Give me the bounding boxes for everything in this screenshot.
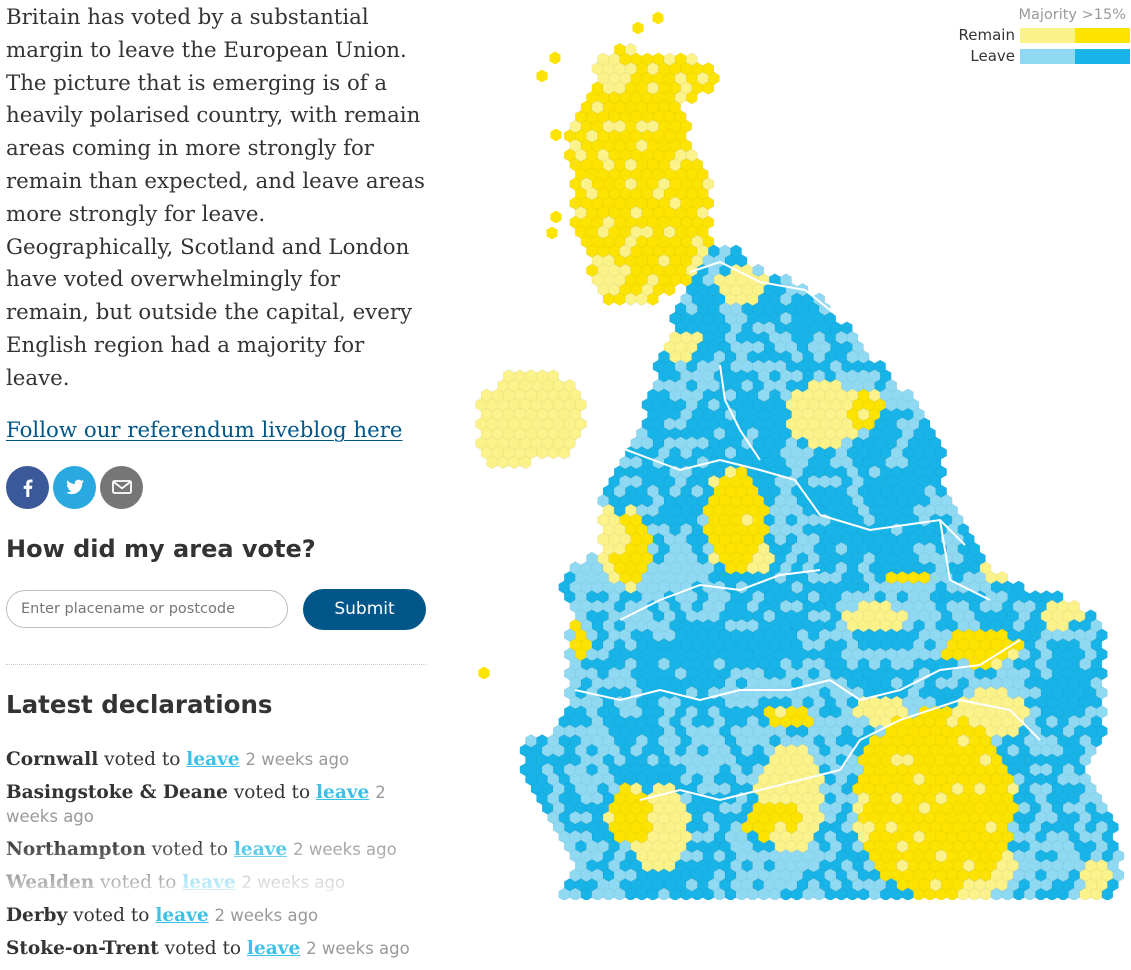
legend-swatch-remain-strong [1075,27,1130,43]
legend-caption: Majority >15% [1018,7,1126,23]
declaration-verb: voted to [73,905,150,927]
declaration-item: Basingstoke & Deane voted to leave 2 wee… [6,781,416,830]
legend-row-remain: Remain [930,26,1130,44]
hex-cells-group [525,244,1125,900]
island-hex [550,210,562,224]
region-border [939,519,991,601]
declaration-result-link[interactable]: leave [233,839,288,861]
legend-row-leave: Leave [930,47,1130,65]
hex-map [475,11,1125,900]
region-border [839,698,1041,771]
region-border [619,569,821,621]
region-border [639,769,841,802]
region-border [794,479,966,546]
island-hex [632,21,644,35]
legend-swatch-leave [1020,48,1130,64]
divider [6,663,426,665]
declaration-result-link[interactable]: leave [186,748,240,770]
island-hex [550,128,562,142]
email-icon [111,480,132,494]
legend-label-leave: Leave [970,47,1015,65]
legend-swatch-leave-light [1020,48,1075,64]
legend-swatch-remain-light [1020,27,1075,43]
declaration-verb: voted to [100,872,177,894]
article-column: Britain has voted by a substantial margi… [6,0,428,970]
declaration-verb: voted to [164,938,242,960]
declaration-result-link[interactable]: leave [155,905,209,927]
island-hex [478,666,490,680]
region-border [574,679,831,702]
lookup-form: Submit [6,588,428,630]
declaration-area: Wealden [6,872,95,894]
region-border [599,439,796,481]
declaration-time: 2 weeks ago [306,939,410,959]
declaration-area: Northampton [6,839,146,861]
island-hex [536,69,548,83]
island-hex [652,11,664,25]
declaration-area: Stoke-on-Trent [6,938,159,960]
share-buttons [6,465,428,509]
declaration-item: Cornwall voted to leave 2 weeks ago [6,748,416,773]
declaration-item: Stoke-on-Trent voted to leave 2 weeks ag… [6,937,416,962]
legend-swatch-remain [1020,27,1130,43]
lookup-title: How did my area vote? [6,534,316,563]
declaration-result-link[interactable]: leave [246,938,301,960]
declaration-item: Derby voted to leave 2 weeks ago [6,904,416,929]
intro-text: Britain has voted by a substantial margi… [6,5,425,391]
declaration-item: Northampton voted to leave 2 weeks ago [6,838,416,863]
declaration-result-link[interactable]: leave [316,781,370,803]
declaration-time: 2 weeks ago [293,840,397,860]
email-share-button[interactable] [100,465,143,509]
liveblog-link[interactable]: Follow our referendum liveblog here [6,417,403,443]
facebook-icon [23,479,32,498]
declaration-time: 2 weeks ago [214,906,319,926]
declaration-time: 2 weeks ago [6,782,386,827]
twitter-share-button[interactable] [53,465,96,509]
legend-label-remain: Remain [958,26,1015,44]
declaration-time: 2 weeks ago [245,749,350,769]
region-border [829,639,1021,702]
declaration-area: Cornwall [6,748,99,770]
declaration-time: 2 weeks ago [241,873,346,893]
declaration-result-link[interactable]: leave [182,872,236,894]
hex-map-cells [475,42,1125,900]
legend: Majority >15% Remain Leave [930,7,1130,65]
region-border [689,260,841,319]
postcode-search-input[interactable] [6,590,288,629]
declaration-verb: voted to [233,781,311,803]
island-hex [546,226,558,240]
declaration-area: Basingstoke & Deane [6,781,228,803]
declaration-item: Wealden voted to leave 2 weeks ago [6,871,416,896]
submit-button[interactable]: Submit [303,588,426,630]
declarations-list: Cornwall voted to leave 2 weeks ago Basin… [6,748,428,962]
declaration-area: Derby [6,905,68,927]
region-border [719,364,761,461]
declarations-title: Latest declarations [6,689,273,719]
twitter-icon [65,479,84,495]
island-hex [549,51,561,65]
declaration-verb: voted to [151,839,228,861]
facebook-share-button[interactable] [6,465,49,509]
legend-swatch-leave-strong [1075,48,1130,64]
declaration-verb: voted to [104,748,181,770]
